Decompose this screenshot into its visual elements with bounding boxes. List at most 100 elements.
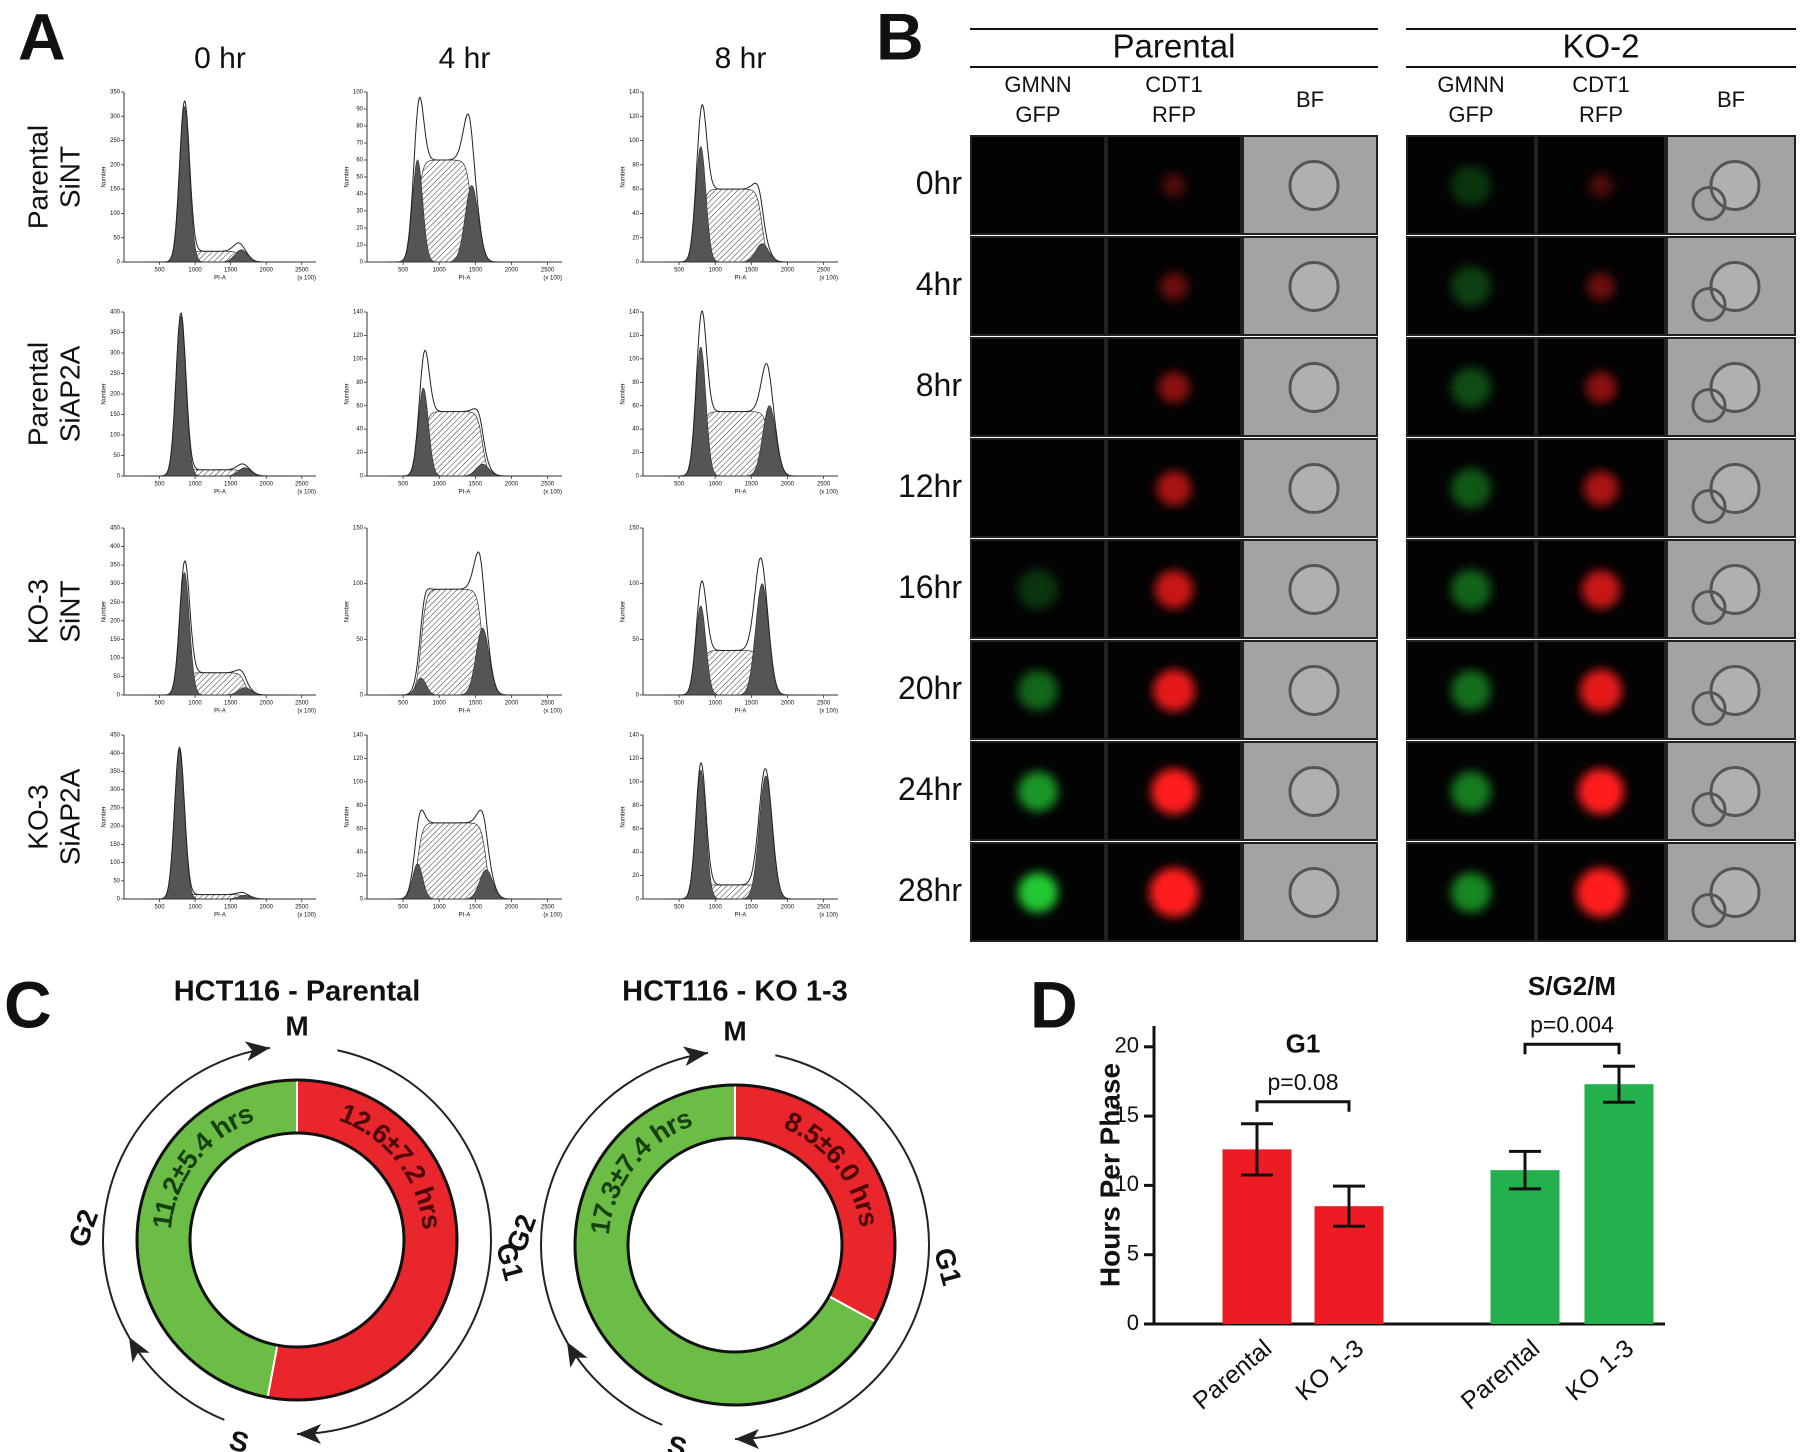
row-label: SiNT [54, 580, 85, 642]
y-tick-label: 100 [629, 356, 640, 362]
y-tick-label: 150 [353, 526, 364, 532]
panel-label: C [4, 967, 52, 1041]
x-tick-label: 2500 [541, 482, 555, 488]
y-tick-label: 50 [356, 637, 363, 643]
y-tick-label: 80 [356, 803, 363, 809]
y-tick-label: 90 [356, 107, 363, 113]
y-axis-label: Number [621, 166, 627, 187]
y-tick-label: 350 [110, 330, 121, 336]
s-phase [664, 411, 817, 477]
y-tick-label: 60 [632, 403, 639, 409]
x-tick-label: 2000 [260, 268, 274, 274]
rfp-signal [1149, 867, 1199, 918]
x-tick-label: 500 [398, 268, 409, 274]
rfp-signal [1158, 371, 1190, 404]
y-tick-label: 120 [629, 333, 640, 339]
x-tick-label: 2500 [541, 905, 555, 911]
row-label: Parental [22, 125, 53, 229]
y-tick-label: 0 [360, 693, 364, 699]
y-tick-label: 120 [353, 756, 364, 762]
y-axis-label: Number [102, 166, 108, 187]
x-axis-label: PI-A [735, 490, 747, 496]
cell-outline [1709, 160, 1761, 211]
histogram: 0 20 40 60 80 100 120 140 500 1000 1500 2000 2500 Num… [621, 90, 838, 282]
donut-border [573, 1083, 897, 1407]
time-label: 4hr [916, 266, 963, 302]
total-fit [388, 551, 540, 696]
y-tick-label: 60 [632, 187, 639, 193]
channel-label: GFP [1448, 102, 1493, 127]
y-axis-label: Number [102, 601, 108, 622]
x-tick-label: 500 [155, 268, 166, 274]
gfp-signal [1451, 165, 1491, 206]
y-tick-label: 120 [353, 333, 364, 339]
x-axis-unit: (x 100) [543, 913, 562, 919]
rfp-signal [1578, 768, 1624, 815]
y-tick-label: 10 [1115, 1171, 1139, 1196]
cycle-arrow [102, 1046, 271, 1421]
channel-label: CDT1 [1145, 72, 1202, 97]
x-tick-label: KO 1-3 [1290, 1334, 1369, 1406]
x-axis-label: PI-A [459, 709, 471, 715]
y-tick-label: 450 [110, 733, 121, 739]
histogram: 0 20 40 60 80 100 120 140 500 1000 1500 2000 2500 Num… [345, 733, 562, 919]
x-tick-label: 1500 [469, 268, 483, 274]
time-label: 16hr [898, 569, 962, 605]
panel-label: B [876, 0, 924, 73]
x-tick-label: 500 [674, 701, 685, 707]
x-tick-label: 1500 [745, 482, 759, 488]
x-axis-unit: (x 100) [819, 490, 838, 496]
x-axis-unit: (x 100) [819, 913, 838, 919]
x-tick-label: 2000 [505, 905, 519, 911]
cell-outline [1288, 261, 1340, 312]
x-tick-label: 1500 [224, 905, 238, 911]
histogram: 0 50 100 150 500 1000 1500 2000 2500 Number PI-A (x… [621, 526, 838, 715]
y-tick-label: 450 [110, 526, 121, 532]
x-tick-label: 2500 [295, 905, 309, 911]
time-label: 12hr [898, 468, 962, 504]
cycle-arrowhead [735, 1429, 759, 1449]
gfp-signal [1018, 569, 1058, 610]
gfp-signal [1451, 872, 1491, 913]
channel-label: BF [1296, 87, 1324, 112]
cycle-arrowhead [128, 1337, 150, 1363]
gfp-signal [1451, 771, 1491, 812]
y-tick-label: 60 [356, 158, 363, 164]
x-tick-label: 2000 [781, 482, 795, 488]
x-tick-label: 1500 [745, 905, 759, 911]
row-label: Parental [22, 342, 53, 446]
micrograph [1406, 438, 1536, 538]
y-tick-label: 140 [629, 310, 640, 316]
group-header: Parental [1113, 28, 1236, 65]
gfp-signal [1451, 468, 1491, 509]
y-tick-label: 200 [110, 824, 121, 830]
y-tick-label: 200 [110, 162, 121, 168]
cycle-arrowhead [566, 1342, 588, 1368]
total-fit [664, 310, 816, 477]
cell-outline [1288, 463, 1340, 514]
channel-label: RFP [1152, 102, 1196, 127]
y-tick-label: 150 [110, 412, 121, 418]
y-tick-label: 140 [353, 733, 364, 739]
y-tick-label: 350 [110, 769, 121, 775]
s-phase [664, 188, 817, 263]
y-tick-label: 400 [110, 544, 121, 550]
y-tick-label: 0 [636, 897, 640, 903]
cell-outline [1709, 867, 1761, 918]
y-axis-label: Number [102, 383, 108, 404]
x-tick-label: 2000 [260, 482, 274, 488]
y-tick-label: 20 [356, 450, 363, 456]
y-tick-label: 100 [110, 211, 121, 217]
x-axis-label: PI-A [735, 913, 747, 919]
histogram: 0 10 20 30 40 50 60 70 80 90 100 500 1000 1500 2000 250… [345, 90, 562, 282]
x-tick-label: 2000 [260, 701, 274, 707]
gfp-signal [1018, 670, 1058, 711]
s-phase [388, 411, 541, 477]
y-tick-label: 100 [353, 779, 364, 785]
total-fit [664, 557, 816, 696]
x-tick-label: 500 [155, 482, 166, 488]
micrograph [970, 337, 1106, 437]
x-tick-label: 1000 [433, 268, 447, 274]
y-tick-label: 60 [356, 826, 363, 832]
